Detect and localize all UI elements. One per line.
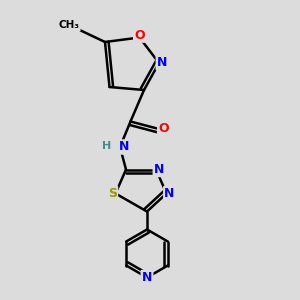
Text: N: N	[157, 56, 167, 70]
Text: CH₃: CH₃	[58, 20, 80, 31]
Text: N: N	[118, 140, 129, 154]
Text: S: S	[108, 187, 117, 200]
Text: O: O	[158, 122, 169, 136]
Text: N: N	[142, 271, 152, 284]
Text: N: N	[154, 163, 164, 176]
Text: H: H	[102, 140, 111, 151]
Text: O: O	[134, 28, 145, 42]
Text: N: N	[164, 187, 175, 200]
